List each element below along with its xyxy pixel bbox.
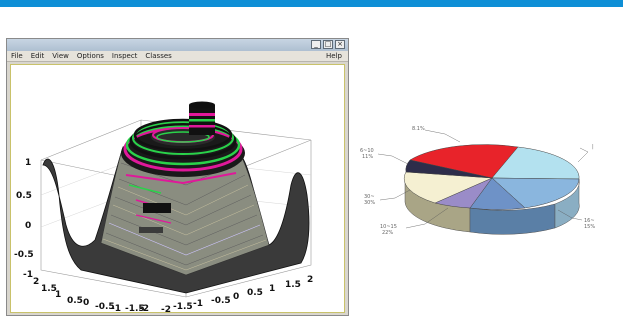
menu-file[interactable]: File	[11, 52, 23, 60]
pie-slice-blue	[491, 177, 580, 209]
pie-slice-red	[409, 144, 519, 179]
pie-leader-lines	[377, 129, 589, 229]
pie-label: |	[592, 144, 594, 150]
x-tick-label: -0.5	[211, 296, 231, 306]
maximize-button[interactable]: □	[323, 40, 333, 49]
pie-labels: 8.1% 6~10 11% 30~ 30% 10~15 22% 16~ 15% …	[360, 126, 595, 236]
y-tick-label: -2	[139, 304, 149, 312]
y-tick-label: -0.5	[95, 302, 115, 312]
x-tick-label: 2	[307, 275, 313, 285]
y-tick-label: 1	[55, 290, 61, 300]
menu-bar: File Edit View Options Inspect Classes H…	[7, 51, 348, 62]
plot-canvas[interactable]: 1 0.5 0 -0.5 -1 2 1.5 1 0.5 0 -0.5 -1 -1…	[10, 64, 345, 313]
menu-help[interactable]: Help	[326, 52, 342, 60]
y-tick-label: 2	[33, 277, 39, 287]
pie-sides	[404, 177, 580, 235]
y-tick-label: 0	[83, 298, 89, 308]
y-tick-label: -1.5	[125, 304, 145, 312]
x-tick-label: 1.5	[285, 280, 301, 290]
pie-label: 10~15	[380, 224, 397, 230]
x-axis: -2 -1.5 -1 -0.5 0 0.5 1 1.5 2	[161, 275, 313, 312]
pie-label-red: 8.1%	[412, 126, 425, 132]
close-button[interactable]: ×	[335, 40, 345, 49]
surface-mesh	[42, 101, 310, 294]
pie-slice-dark	[405, 159, 493, 179]
menu-inspect[interactable]: Inspect	[111, 52, 138, 60]
x-tick-label: 0	[233, 292, 239, 302]
menu-view[interactable]: View	[52, 52, 69, 60]
y-tick-label: -1	[111, 304, 121, 312]
y-tick-label: 1.5	[41, 284, 57, 294]
pie-label: 16~	[584, 218, 595, 224]
pie-label: 15%	[584, 224, 595, 230]
x-tick-label: -1	[193, 299, 203, 309]
z-tick-label: -1	[23, 270, 33, 280]
top-accent-bar	[0, 0, 623, 7]
menu-edit[interactable]: Edit	[30, 52, 45, 60]
z-axis: 1 0.5 0 -0.5 -1	[14, 158, 34, 280]
pie-top	[403, 144, 580, 210]
y-tick-label: 0.5	[67, 296, 83, 306]
x-tick-label: 0.5	[247, 288, 263, 298]
pie-label: 30%	[364, 200, 375, 206]
z-tick-label: -0.5	[14, 250, 34, 260]
window-controls: _ □ ×	[311, 40, 345, 49]
surface-plot: 1 0.5 0 -0.5 -1 2 1.5 1 0.5 0 -0.5 -1 -1…	[14, 101, 313, 312]
pie-label: 30~	[364, 194, 375, 200]
pie-slice-light-blue	[491, 146, 580, 180]
pie-label: 11%	[362, 154, 373, 160]
window-titlebar[interactable]: _ □ ×	[7, 39, 348, 51]
z-tick-label: 1	[25, 158, 31, 168]
menu-classes[interactable]: Classes	[145, 52, 172, 60]
minimize-button[interactable]: _	[311, 40, 321, 49]
pie-label: 22%	[382, 230, 393, 236]
x-tick-label: -1.5	[173, 302, 193, 312]
z-tick-label: 0.5	[16, 191, 32, 201]
pie-slice-cream	[403, 171, 493, 204]
x-tick-label: -2	[161, 305, 171, 312]
menu-options[interactable]: Options	[76, 52, 104, 60]
plot-window: _ □ × File Edit View Options Inspect Cla…	[6, 38, 349, 316]
pie-label: 6~10	[360, 148, 374, 154]
y-axis: 2 1.5 1 0.5 0 -0.5 -1 -1.5 -2	[33, 277, 149, 312]
pie-chart-svg: 8.1% 6~10 11% 30~ 30% 10~15 22% 16~ 15% …	[360, 126, 595, 236]
pie-chart: 8.1% 6~10 11% 30~ 30% 10~15 22% 16~ 15% …	[350, 100, 623, 270]
z-tick-label: 0	[25, 221, 31, 231]
x-tick-label: 1	[269, 284, 275, 294]
